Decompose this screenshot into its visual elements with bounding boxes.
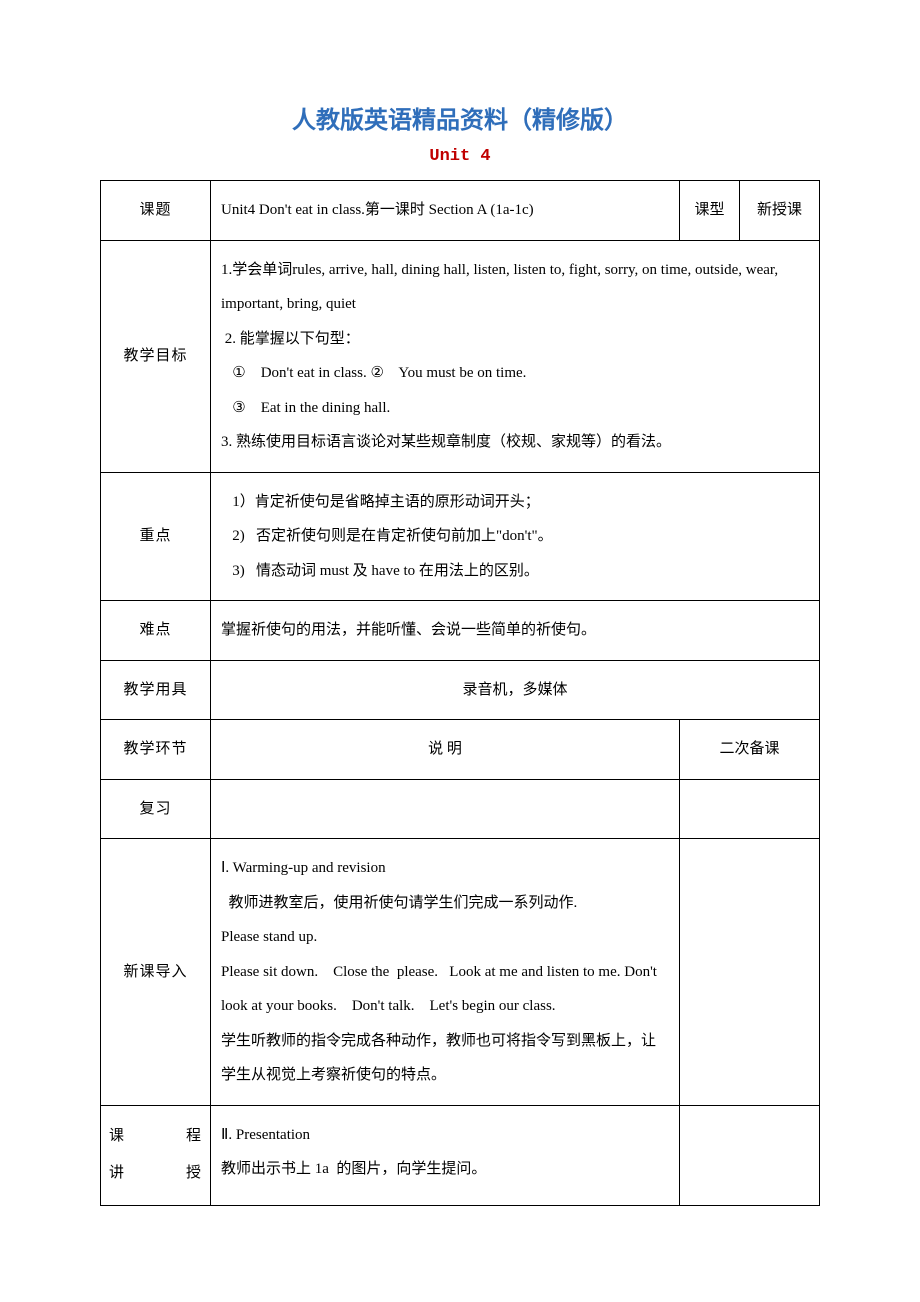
content-tools: 录音机，多媒体 [211,660,820,720]
notes-teach [680,1105,820,1205]
row-phase-header: 教学环节 说 明 二次备课 [101,720,820,780]
row-intro: 新课导入 Ⅰ. Warming-up and revision 教师进教室后，使… [101,839,820,1106]
notes-review [680,779,820,839]
content-phase-header: 说 明 [211,720,680,780]
label-objectives: 教学目标 [101,240,211,472]
lesson-plan-table: 课题 Unit4 Don't eat in class.第一课时 Section… [100,180,820,1206]
label-review: 复习 [101,779,211,839]
value-class-type: 新授课 [740,181,820,241]
label-class-type: 课型 [680,181,740,241]
label-phase: 教学环节 [101,720,211,780]
label-teach-l2b: 授 [186,1155,202,1193]
label-intro: 新课导入 [101,839,211,1106]
content-difficulty: 掌握祈使句的用法，并能听懂、会说一些简单的祈使句。 [211,601,820,661]
row-review: 复习 [101,779,820,839]
row-objectives: 教学目标 1.学会单词rules, arrive, hall, dining h… [101,240,820,472]
content-review [211,779,680,839]
page-subtitle: Unit 4 [100,147,820,166]
row-keypoints: 重点 1）肯定祈使句是省略掉主语的原形动词开头； 2) 否定祈使句则是在肯定祈使… [101,472,820,601]
label-teach-l2a: 讲 [109,1155,125,1193]
row-difficulty: 难点 掌握祈使句的用法，并能听懂、会说一些简单的祈使句。 [101,601,820,661]
label-teach-l1b: 程 [186,1118,202,1156]
label-teach-l1a: 课 [109,1118,125,1156]
label-tools: 教学用具 [101,660,211,720]
content-keypoints: 1）肯定祈使句是省略掉主语的原形动词开头； 2) 否定祈使句则是在肯定祈使句前加… [211,472,820,601]
notes-intro [680,839,820,1106]
label-topic: 课题 [101,181,211,241]
label-teach: 课程 讲授 [101,1105,211,1205]
content-topic: Unit4 Don't eat in class.第一课时 Section A … [211,181,680,241]
label-keypoints: 重点 [101,472,211,601]
row-teach: 课 程 讲 授 Ⅱ. Presentation 教师出示书上 1a 的图片，向学生提… [101,1105,820,1205]
row-tools: 教学用具 录音机，多媒体 [101,660,820,720]
notes-header: 二次备课 [680,720,820,780]
row-topic: 课题 Unit4 Don't eat in class.第一课时 Section… [101,181,820,241]
label-difficulty: 难点 [101,601,211,661]
content-intro: Ⅰ. Warming-up and revision 教师进教室后，使用祈使句请… [211,839,680,1106]
content-objectives: 1.学会单词rules, arrive, hall, dining hall, … [211,240,820,472]
content-teach: Ⅱ. Presentation 教师出示书上 1a 的图片，向学生提问。 [211,1105,680,1205]
page-title: 人教版英语精品资料（精修版） [100,100,820,135]
